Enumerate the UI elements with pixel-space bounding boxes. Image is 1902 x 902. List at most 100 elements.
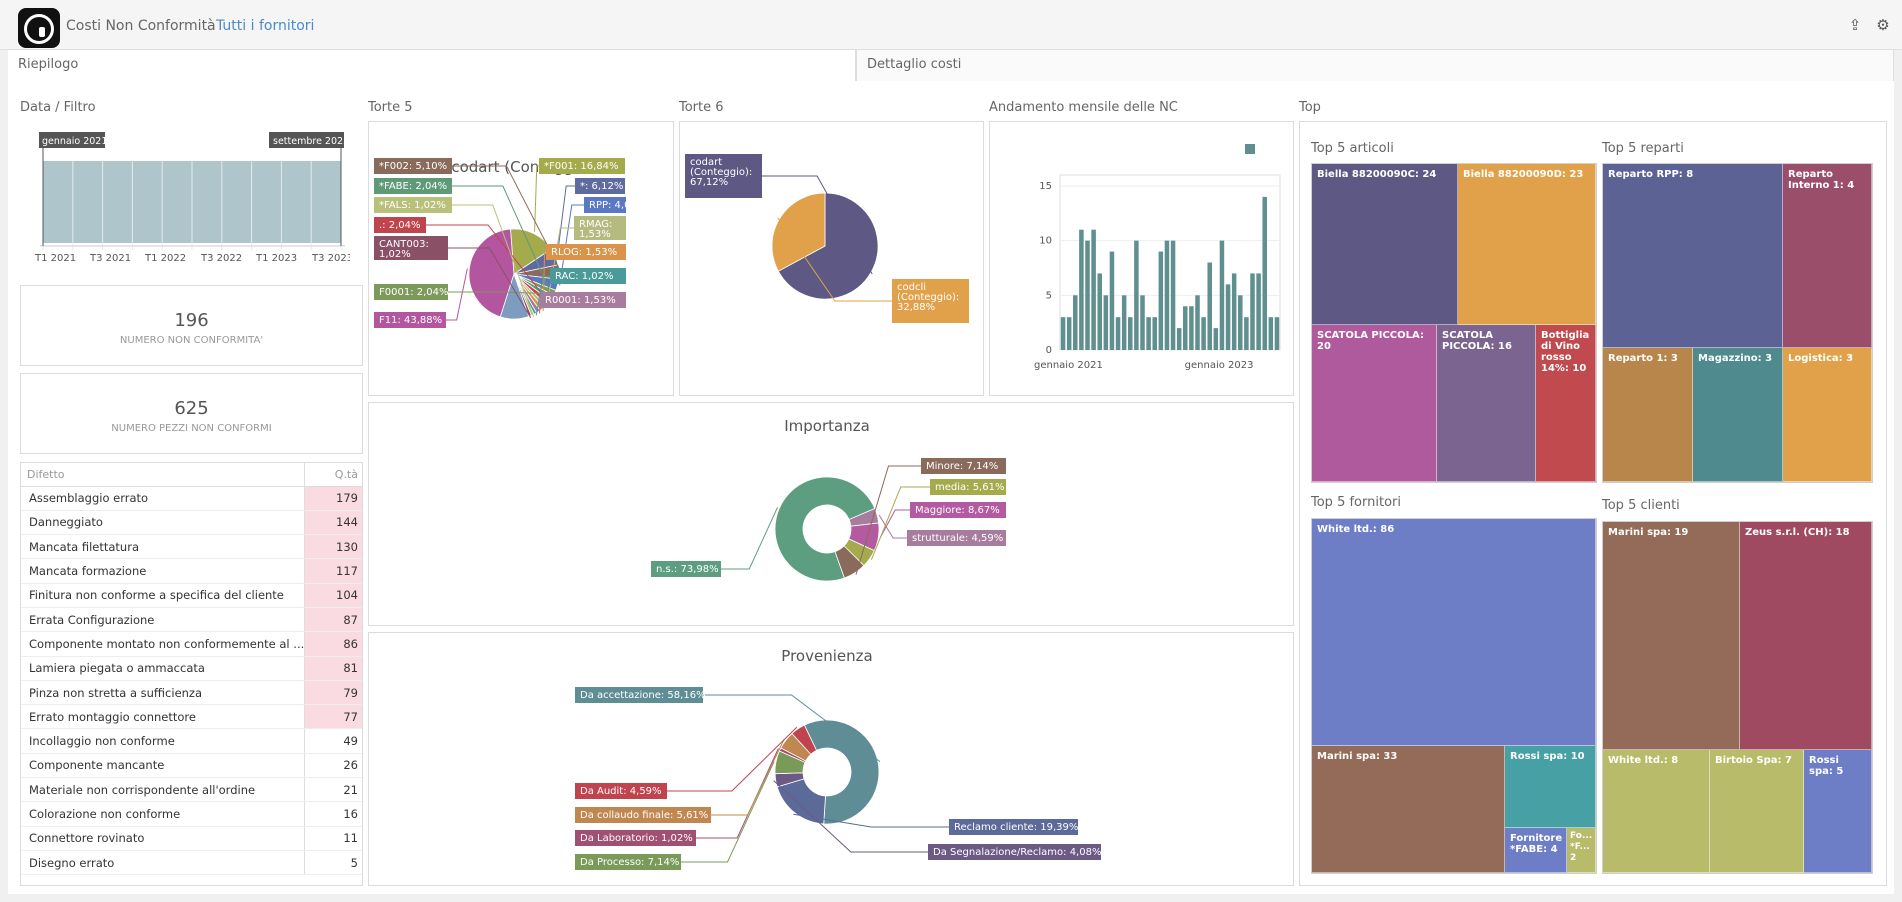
bar[interactable] bbox=[1097, 273, 1102, 350]
table-row[interactable]: Pinza non stretta a sufficienza 79 bbox=[21, 680, 362, 706]
bar[interactable] bbox=[1152, 317, 1157, 350]
settings-sliders-icon[interactable]: ⚙ bbox=[1876, 16, 1890, 34]
bar[interactable] bbox=[1250, 273, 1255, 350]
table-row[interactable]: Componente montato non conformemente al … bbox=[21, 631, 362, 657]
treemap-tile[interactable]: White ltd.: 86 bbox=[1312, 519, 1596, 746]
range-start-handle[interactable] bbox=[39, 132, 105, 148]
pie-slice[interactable] bbox=[834, 545, 865, 579]
treemap-reparti[interactable]: Reparto RPP: 8 Reparto Interno 1: 4 Repa… bbox=[1602, 163, 1873, 483]
pie-slice[interactable] bbox=[771, 192, 826, 272]
treemap-tile[interactable]: SCATOLA PICCOLA: 20 bbox=[1312, 325, 1437, 482]
treemap-tile[interactable]: Reparto Interno 1: 4 bbox=[1783, 164, 1872, 348]
treemap-tile[interactable]: Biella 88200090D: 23 bbox=[1458, 164, 1596, 325]
bar[interactable] bbox=[1268, 317, 1274, 350]
table-row[interactable]: Componente mancante 26 bbox=[21, 753, 362, 779]
tab-riepilogo[interactable]: Riepilogo bbox=[8, 50, 856, 81]
treemap-tile[interactable]: Magazzino: 3 bbox=[1693, 348, 1783, 482]
tab-dettaglio-costi[interactable]: Dettaglio costi bbox=[856, 50, 1894, 81]
bar[interactable] bbox=[1066, 317, 1072, 350]
andamento-chart[interactable]: 0 5 10 15 gennaio 2021 gennaio 2023 bbox=[990, 122, 1295, 397]
bar[interactable] bbox=[1134, 240, 1139, 350]
bar[interactable] bbox=[1146, 317, 1151, 350]
bar[interactable] bbox=[1164, 240, 1170, 350]
range-filter[interactable]: gennaio 2021 settembre 2023 T1 2021 T3 2… bbox=[20, 128, 350, 268]
bar[interactable] bbox=[1238, 295, 1243, 350]
col-header-difetto[interactable]: Difetto bbox=[21, 463, 305, 487]
table-row[interactable]: Finitura non conforme a specifica del cl… bbox=[21, 583, 362, 608]
table-row[interactable]: Mancata formazione 117 bbox=[21, 558, 362, 584]
treemap-tile[interactable]: Marini spa: 19 bbox=[1603, 522, 1740, 750]
bar[interactable] bbox=[1170, 240, 1176, 350]
col-header-qty[interactable]: Q.tà bbox=[304, 463, 362, 487]
bar[interactable] bbox=[1085, 240, 1090, 350]
bar[interactable] bbox=[1256, 273, 1261, 350]
bar[interactable] bbox=[1207, 262, 1212, 351]
bar[interactable] bbox=[1091, 229, 1096, 350]
treemap-clienti[interactable]: Marini spa: 19 Zeus s.r.l. (CH): 18 Whit… bbox=[1602, 521, 1873, 874]
bar[interactable] bbox=[1231, 273, 1237, 350]
treemap-tile[interactable]: Reparto RPP: 8 bbox=[1603, 164, 1783, 348]
export-icon[interactable]: ⇪ bbox=[1848, 16, 1862, 34]
bar[interactable] bbox=[1176, 328, 1182, 350]
table-row[interactable]: Materiale non corrispondente all'ordine 2… bbox=[21, 777, 362, 803]
treemap-tile[interactable]: SCATOLA PICCOLA: 16 bbox=[1437, 325, 1536, 482]
table-row[interactable]: Disegno errato 5 bbox=[21, 850, 362, 876]
table-row[interactable]: Colorazione non conforme 16 bbox=[21, 801, 362, 827]
bar[interactable] bbox=[1213, 328, 1219, 350]
treemap-tile[interactable]: Rossi spa: 5 bbox=[1804, 750, 1872, 873]
treemap-tile[interactable]: Marini spa: 33 bbox=[1312, 746, 1505, 873]
table-row[interactable]: Errata Configurazione 87 bbox=[21, 607, 362, 633]
bar[interactable] bbox=[1183, 306, 1188, 350]
pie-slice[interactable] bbox=[777, 192, 879, 300]
treemap-tile[interactable]: Zeus s.r.l. (CH): 18 bbox=[1740, 522, 1872, 750]
table-row[interactable]: Connettore rovinato 11 bbox=[21, 826, 362, 851]
table-row[interactable]: Assemblaggio errato 179 bbox=[21, 486, 362, 511]
treemap-tile[interactable]: Fo... *F... 2 bbox=[1567, 828, 1596, 873]
treemap-articoli[interactable]: Biella 88200090C: 24 Biella 88200090D: 2… bbox=[1311, 163, 1597, 483]
treemap-tile[interactable]: Reparto 1: 3 bbox=[1603, 348, 1693, 482]
pie-slice[interactable] bbox=[791, 724, 818, 755]
bar[interactable] bbox=[1121, 295, 1127, 350]
top-bar: Costi Non Conformità Tutti i fornitori ⇪… bbox=[0, 0, 1902, 50]
bar[interactable] bbox=[1262, 196, 1267, 350]
table-row[interactable]: Errato montaggio connettore 77 bbox=[21, 704, 362, 730]
treemap-tile[interactable]: Biella 88200090C: 24 bbox=[1312, 164, 1458, 325]
bar[interactable] bbox=[1274, 317, 1280, 350]
torte6-chart[interactable]: codart(Conteggio):67,12%codcli(Conteggio… bbox=[680, 122, 985, 397]
bar[interactable] bbox=[1128, 317, 1133, 350]
table-row[interactable]: Incollaggio non conforme 49 bbox=[21, 728, 362, 754]
table-row[interactable]: Mancata filettatura 130 bbox=[21, 534, 362, 560]
importanza-chart[interactable]: Importanza n.s.: 73,98% strutturale: 4,59… bbox=[369, 403, 1295, 627]
bar[interactable] bbox=[1201, 317, 1206, 350]
provenienza-chart[interactable]: Provenienza Da accettazione: 58,16% Recla… bbox=[369, 633, 1295, 887]
treemap-tile[interactable]: White ltd.: 8 bbox=[1603, 750, 1710, 873]
treemap-fornitori[interactable]: White ltd.: 86 Marini spa: 33 Rossi spa:… bbox=[1311, 518, 1597, 874]
bar[interactable] bbox=[1103, 295, 1109, 350]
treemap-tile[interactable]: Fornitore *FABE: 4 bbox=[1505, 828, 1567, 873]
bar[interactable] bbox=[1244, 317, 1249, 350]
bar[interactable] bbox=[1158, 251, 1164, 350]
table-row[interactable]: Lamiera piegata o ammaccata 81 bbox=[21, 656, 362, 681]
pie-slice[interactable] bbox=[774, 476, 876, 582]
treemap-tile[interactable]: Bottiglia di Vino rosso 14%: 10 bbox=[1536, 325, 1596, 482]
pie-slice[interactable] bbox=[776, 778, 826, 825]
bar[interactable] bbox=[1225, 284, 1231, 350]
bar[interactable] bbox=[1115, 317, 1121, 350]
bar[interactable] bbox=[1073, 295, 1078, 350]
bar[interactable] bbox=[1189, 306, 1194, 350]
bar[interactable] bbox=[1219, 240, 1225, 350]
pie-slice[interactable] bbox=[468, 228, 515, 318]
pie-slice[interactable] bbox=[499, 272, 530, 320]
treemap-tile[interactable]: Rossi spa: 10 bbox=[1505, 746, 1596, 828]
table-row[interactable]: Danneggiato 144 bbox=[21, 510, 362, 536]
bar[interactable] bbox=[1060, 317, 1066, 350]
treemap-tile[interactable]: Logistica: 3 bbox=[1783, 348, 1872, 482]
torte5-chart[interactable]: codart (Conteggio) F11: 43,88%*F001: 16,… bbox=[369, 122, 675, 397]
bar[interactable] bbox=[1109, 251, 1115, 350]
supplier-filter-link[interactable]: Tutti i fornitori bbox=[216, 18, 315, 34]
bar[interactable] bbox=[1140, 295, 1145, 350]
range-end-handle[interactable] bbox=[269, 132, 344, 148]
bar[interactable] bbox=[1195, 295, 1200, 350]
bar[interactable] bbox=[1079, 229, 1084, 350]
treemap-tile[interactable]: Birtoio Spa: 7 bbox=[1710, 750, 1804, 873]
